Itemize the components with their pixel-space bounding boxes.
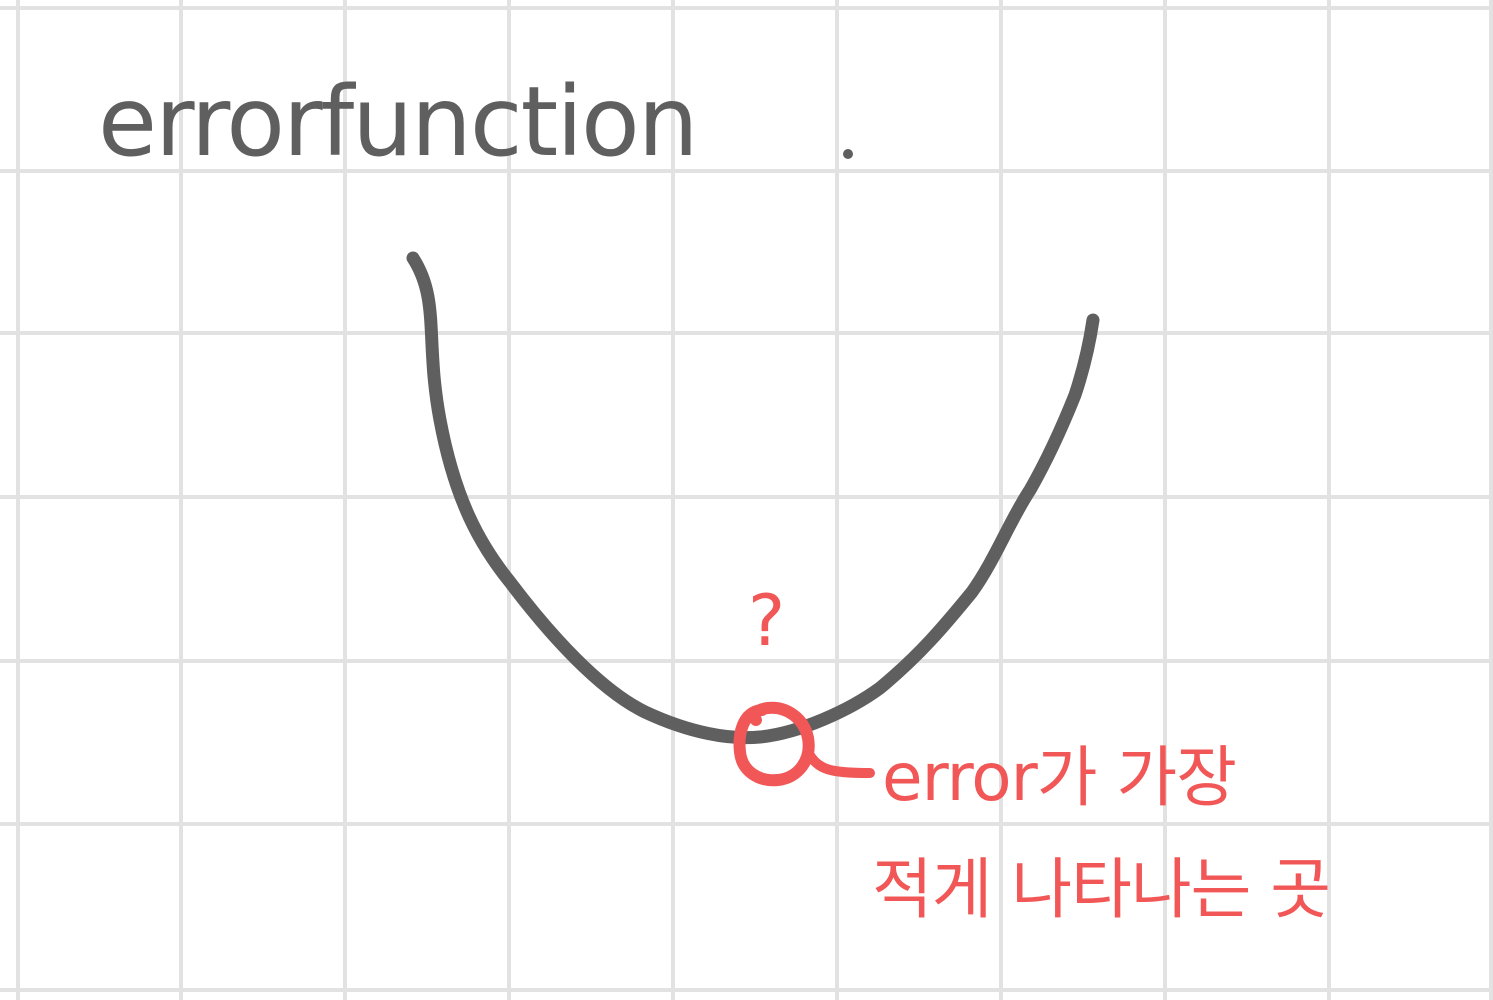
title-dot — [843, 149, 853, 159]
minimum-marker-circle — [733, 701, 815, 787]
annotation-line-2: 적게 나타나는 곳 — [872, 851, 1330, 928]
question-mark: ? — [748, 580, 785, 662]
annotation-pointer — [803, 747, 875, 778]
annotation-line-1: error가 가장 — [882, 739, 1236, 816]
error-curve — [406, 251, 1100, 745]
title-text: errorfunction — [98, 66, 697, 178]
